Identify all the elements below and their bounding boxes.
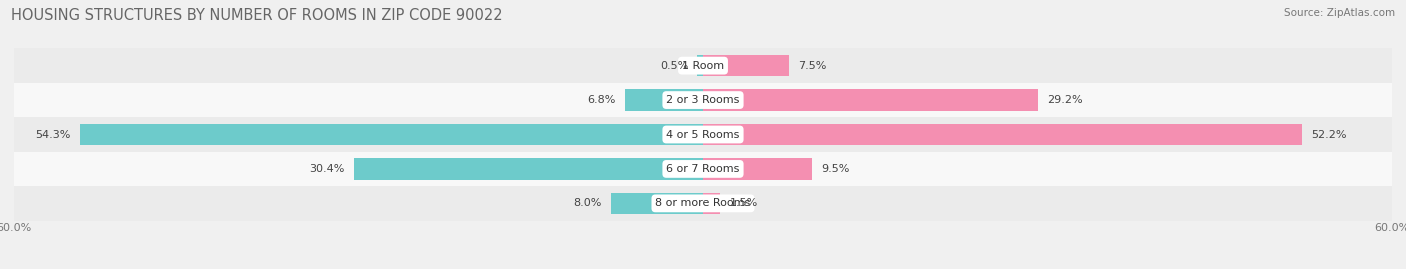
Bar bbox=[14, 48, 1392, 83]
Bar bbox=[14, 186, 1392, 221]
Bar bbox=[14, 152, 1392, 186]
Text: 29.2%: 29.2% bbox=[1047, 95, 1083, 105]
Text: 6.8%: 6.8% bbox=[588, 95, 616, 105]
Text: HOUSING STRUCTURES BY NUMBER OF ROOMS IN ZIP CODE 90022: HOUSING STRUCTURES BY NUMBER OF ROOMS IN… bbox=[11, 8, 503, 23]
Text: 2 or 3 Rooms: 2 or 3 Rooms bbox=[666, 95, 740, 105]
Bar bbox=[703, 124, 1302, 145]
Text: 54.3%: 54.3% bbox=[35, 129, 70, 140]
Text: 6 or 7 Rooms: 6 or 7 Rooms bbox=[666, 164, 740, 174]
Bar bbox=[612, 193, 703, 214]
Bar bbox=[14, 83, 1392, 117]
Text: 9.5%: 9.5% bbox=[821, 164, 849, 174]
Bar bbox=[697, 55, 703, 76]
Bar bbox=[703, 89, 1038, 111]
Bar bbox=[80, 124, 703, 145]
Bar bbox=[14, 117, 1392, 152]
Text: 4 or 5 Rooms: 4 or 5 Rooms bbox=[666, 129, 740, 140]
Bar bbox=[703, 158, 813, 180]
Bar bbox=[354, 158, 703, 180]
Bar bbox=[703, 55, 789, 76]
Text: 8.0%: 8.0% bbox=[574, 198, 602, 208]
Text: 8 or more Rooms: 8 or more Rooms bbox=[655, 198, 751, 208]
Bar bbox=[703, 193, 720, 214]
Text: Source: ZipAtlas.com: Source: ZipAtlas.com bbox=[1284, 8, 1395, 18]
Text: 7.5%: 7.5% bbox=[799, 61, 827, 71]
Text: 1.5%: 1.5% bbox=[730, 198, 758, 208]
Bar bbox=[624, 89, 703, 111]
Text: 30.4%: 30.4% bbox=[309, 164, 344, 174]
Text: 0.5%: 0.5% bbox=[659, 61, 688, 71]
Text: 1 Room: 1 Room bbox=[682, 61, 724, 71]
Text: 52.2%: 52.2% bbox=[1312, 129, 1347, 140]
